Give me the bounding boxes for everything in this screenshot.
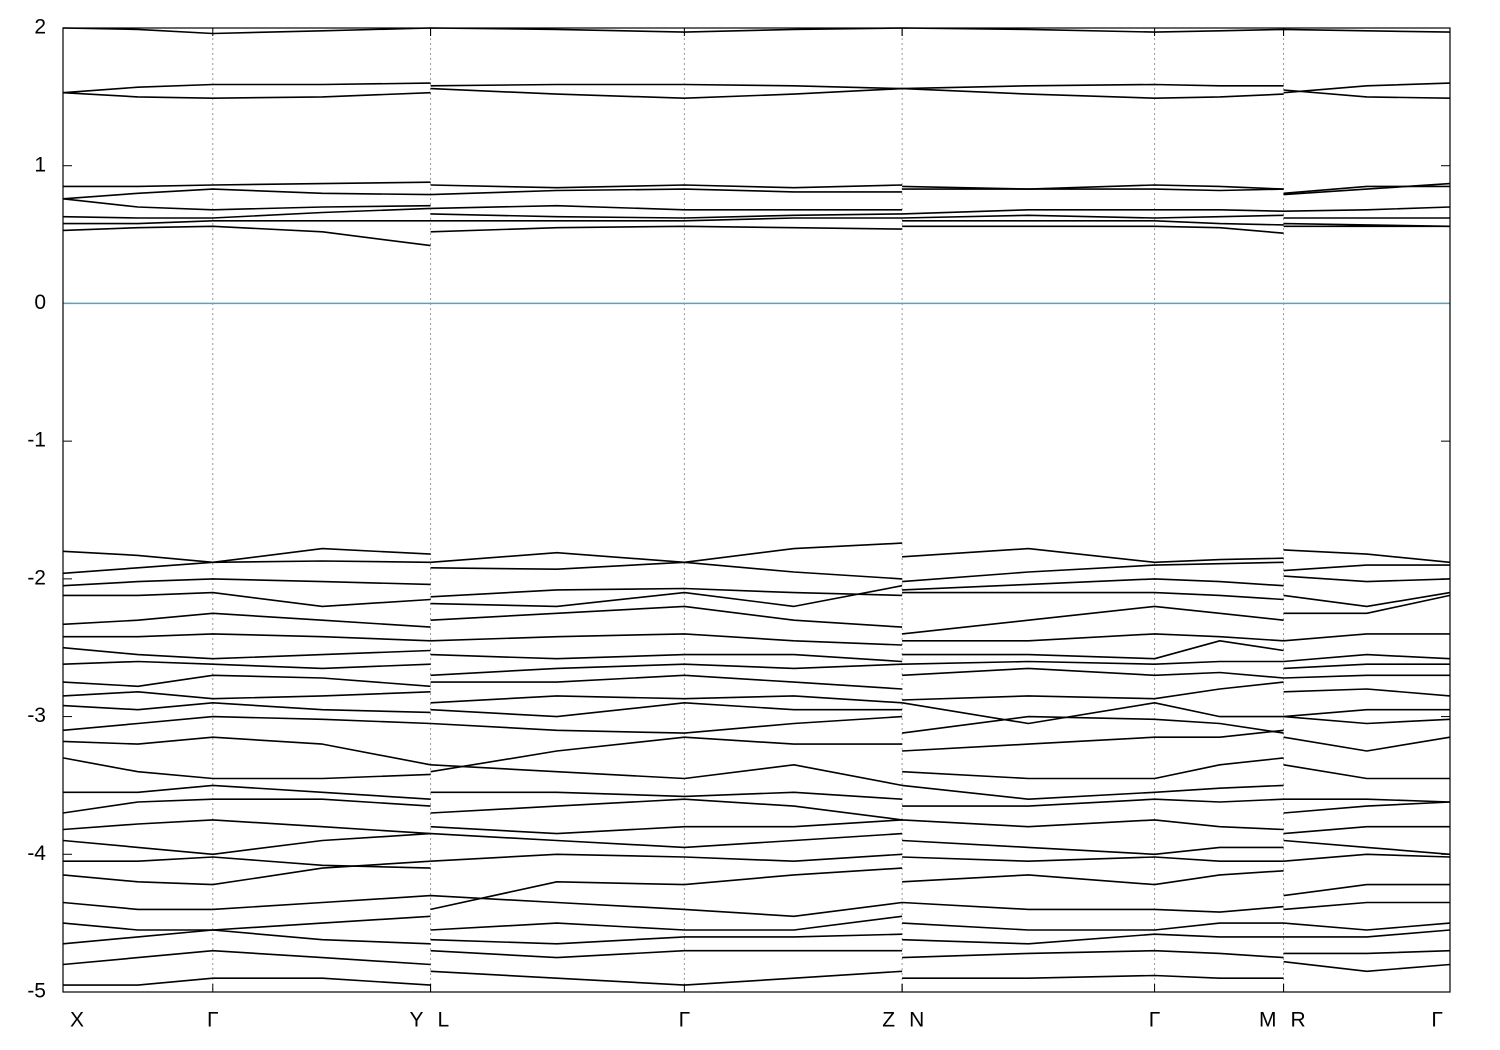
band-line <box>62 757 1450 787</box>
x-tick-label: N <box>909 1009 924 1032</box>
band-line <box>62 681 1451 704</box>
band-line <box>62 207 1450 219</box>
x-tick-label: Z <box>882 1009 895 1032</box>
band-line <box>62 87 1451 99</box>
band-line <box>63 960 1451 986</box>
band-line <box>63 584 1451 608</box>
band-line <box>62 819 1450 835</box>
band-line <box>62 798 1451 821</box>
band-line <box>62 715 1451 734</box>
x-tick-label: Γ <box>1149 1009 1161 1032</box>
band-line <box>62 575 1451 598</box>
band-line <box>62 949 1451 966</box>
y-tick-label: -3 <box>27 704 46 727</box>
band-line <box>62 594 1451 635</box>
y-tick-label: -2 <box>27 566 46 589</box>
band-line <box>62 860 1450 911</box>
y-tick-label: -5 <box>27 980 46 1003</box>
x-tick-label: Y <box>410 1009 424 1032</box>
plot-frame <box>62 27 1451 993</box>
band-line <box>62 560 1450 583</box>
y-tick-label: -4 <box>27 842 46 865</box>
y-tick-label: -1 <box>27 429 46 452</box>
band-line <box>62 198 1451 215</box>
band-line <box>62 185 1450 200</box>
band-line <box>63 181 1451 196</box>
y-tick-label: 0 <box>34 291 46 314</box>
band-line <box>62 929 1451 945</box>
band-line <box>63 784 1451 803</box>
band-line <box>62 660 1450 677</box>
band-line <box>62 832 1451 856</box>
x-tick-label: M <box>1259 1009 1277 1032</box>
y-tick-label: 2 <box>34 16 46 39</box>
band-line <box>62 894 1450 918</box>
x-tick-label: Γ <box>1431 1009 1443 1032</box>
band-line <box>62 640 1451 663</box>
band-line <box>62 667 1450 690</box>
band-line <box>62 27 1451 35</box>
x-tick-label: L <box>438 1009 450 1032</box>
band-line <box>62 82 1451 94</box>
x-tick-label: Γ <box>679 1009 691 1032</box>
band-line <box>63 853 1451 869</box>
x-tick-label: X <box>70 1009 84 1032</box>
x-tick-label: Γ <box>207 1009 219 1032</box>
band-line <box>62 225 1450 247</box>
band-line <box>62 729 1451 773</box>
band-line <box>63 633 1450 646</box>
band-line <box>63 217 1451 228</box>
band-line <box>62 702 1450 725</box>
y-tick-label: 1 <box>34 153 46 176</box>
x-tick-label: R <box>1291 1009 1306 1032</box>
